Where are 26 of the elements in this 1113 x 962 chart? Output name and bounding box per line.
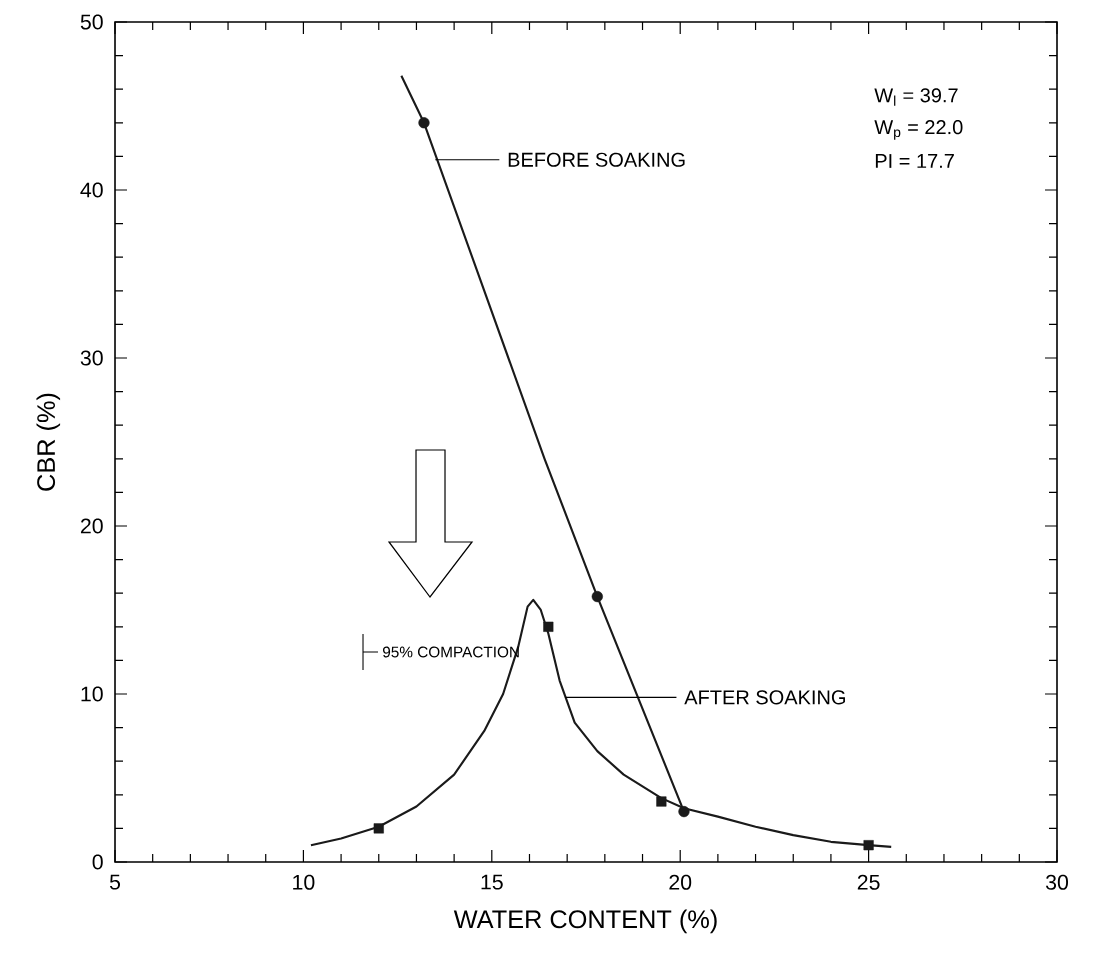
y-tick-label: 40 <box>80 182 103 198</box>
annotation: BEFORE SOAKING <box>508 152 685 167</box>
y-tick-label: 30 <box>80 350 103 366</box>
point <box>863 840 874 851</box>
annotation: W$_{l}$ = 39.7 <box>874 88 958 106</box>
y-tick-label: 20 <box>80 518 103 534</box>
y-tick-label: 50 <box>80 14 103 30</box>
x-tick-label: 5 <box>109 874 121 890</box>
point <box>656 796 667 807</box>
point <box>591 590 603 603</box>
point <box>418 117 430 129</box>
y-axis-title: CBR (%) <box>36 393 61 491</box>
y-tick-label: 10 <box>81 686 103 702</box>
point <box>543 621 554 632</box>
point <box>373 823 384 834</box>
annotation: W$_{p}$ = 22.0 <box>874 120 963 140</box>
x-tick-label: 20 <box>669 874 692 890</box>
annotation: AFTER SOAKING <box>684 690 845 705</box>
y-tick-label: 0 <box>92 854 103 870</box>
annotation: PI = 17.7 <box>875 154 954 168</box>
x-tick-label: 30 <box>1045 874 1069 890</box>
x-tick-label: 15 <box>481 874 503 890</box>
x-tick-label: 10 <box>293 874 315 890</box>
x-tick-label: 25 <box>857 874 880 890</box>
point <box>678 805 690 818</box>
x-axis-title: WATER CONTENT (%) <box>453 909 717 934</box>
